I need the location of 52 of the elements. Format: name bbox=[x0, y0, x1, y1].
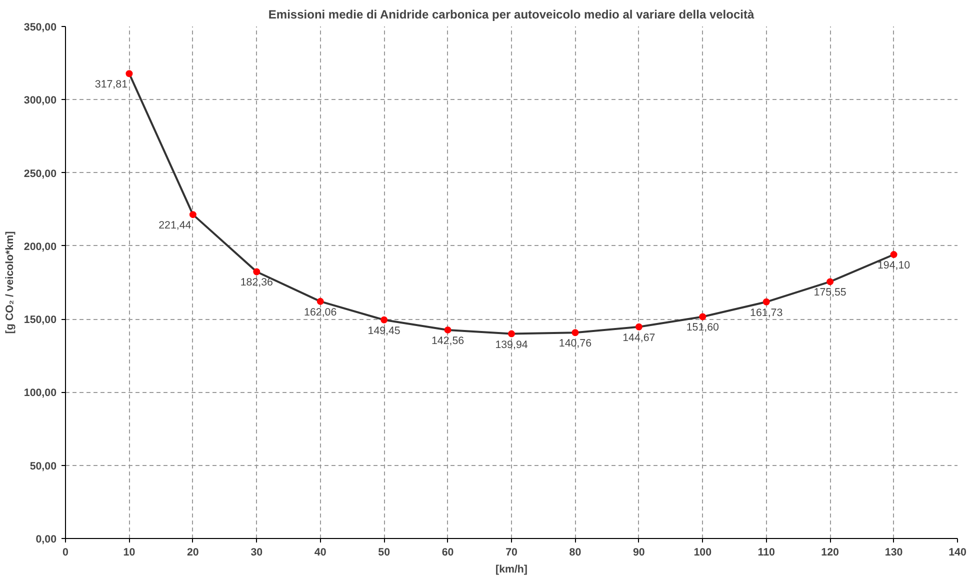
y-tick-label: 150,00 bbox=[24, 314, 57, 326]
point bbox=[189, 211, 196, 218]
y-tick-label: 250,00 bbox=[24, 168, 57, 180]
x-tick-label: 90 bbox=[633, 546, 645, 558]
data-label: 162,06 bbox=[304, 306, 337, 318]
x-tick-label: 120 bbox=[821, 546, 840, 558]
x-tick-label: 100 bbox=[694, 546, 712, 558]
point bbox=[380, 316, 388, 324]
y-tick-label: 100,00 bbox=[24, 387, 57, 400]
data-label: 149,45 bbox=[368, 324, 400, 337]
x-tick-label: 30 bbox=[250, 546, 263, 558]
x-tick-label: 50 bbox=[378, 546, 390, 558]
x-tick-label: 70 bbox=[506, 546, 518, 558]
y-tick-label: 300,00 bbox=[24, 94, 57, 107]
point bbox=[444, 326, 452, 334]
point bbox=[699, 313, 706, 320]
x-tick-label: 130 bbox=[884, 546, 903, 558]
data-label: 175,55 bbox=[814, 286, 846, 299]
y-axis-title: [g CO₂ / veicolo*km] bbox=[4, 231, 16, 334]
x-tick-label: 60 bbox=[442, 546, 454, 558]
data-label: 151,60 bbox=[686, 322, 720, 334]
x-tick-label: 80 bbox=[569, 546, 582, 558]
point bbox=[316, 298, 324, 305]
data-label: 139,94 bbox=[495, 338, 528, 351]
data-label: 140,76 bbox=[558, 338, 592, 350]
x-tick-label: 110 bbox=[758, 546, 776, 558]
y-tick-label: 50,00 bbox=[30, 460, 57, 472]
x-tick-label: 10 bbox=[123, 546, 136, 558]
data-label: 142,56 bbox=[431, 334, 464, 347]
data-label: 194,10 bbox=[877, 260, 910, 272]
data-label: 161,73 bbox=[750, 306, 783, 319]
data-label: 144,67 bbox=[622, 332, 656, 344]
y-tick-label: 200,00 bbox=[24, 240, 57, 253]
x-tick-label: 140 bbox=[948, 546, 966, 558]
x-tick-label: 0 bbox=[62, 546, 69, 558]
point bbox=[890, 251, 898, 258]
data-label: 182,36 bbox=[240, 276, 274, 289]
x-tick-label: 20 bbox=[187, 546, 199, 558]
point bbox=[508, 330, 515, 338]
point bbox=[762, 298, 770, 306]
data-label: 221,44 bbox=[158, 220, 192, 232]
point bbox=[826, 278, 834, 286]
point bbox=[572, 329, 579, 336]
x-tick-label: 40 bbox=[314, 546, 326, 558]
point bbox=[126, 70, 133, 78]
y-tick-label: 350,00 bbox=[24, 22, 57, 34]
data-label: 317,81 bbox=[94, 78, 128, 91]
x-axis-title: [km/h] bbox=[496, 564, 528, 576]
point bbox=[635, 323, 642, 330]
point bbox=[253, 268, 260, 276]
chart-title: Emissioni medie di Anidride carbonica per autoveicolo medio al variare della velocità bbox=[268, 8, 754, 22]
y-tick-label: 0,00 bbox=[36, 534, 57, 546]
